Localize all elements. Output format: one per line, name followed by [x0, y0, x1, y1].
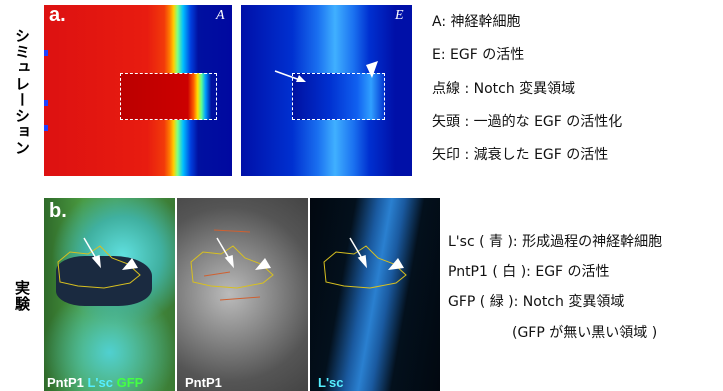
legend-text: L'sc ( 青 ): 形成過程の神経幹細胞: [448, 231, 662, 251]
legend-text: (GFP が無い黒い領域 ): [512, 322, 657, 342]
legend-text: PntP1 ( 白 ): EGF の活性: [448, 261, 610, 281]
panel-label: b.: [49, 200, 67, 223]
row-label: 実験: [12, 280, 33, 312]
figure: a. A E シミュレーション A: 神経幹細胞 E: EGF の活性 点線 :…: [0, 0, 723, 391]
legend-text: GFP ( 緑 ): Notch 変異領域: [448, 291, 624, 311]
